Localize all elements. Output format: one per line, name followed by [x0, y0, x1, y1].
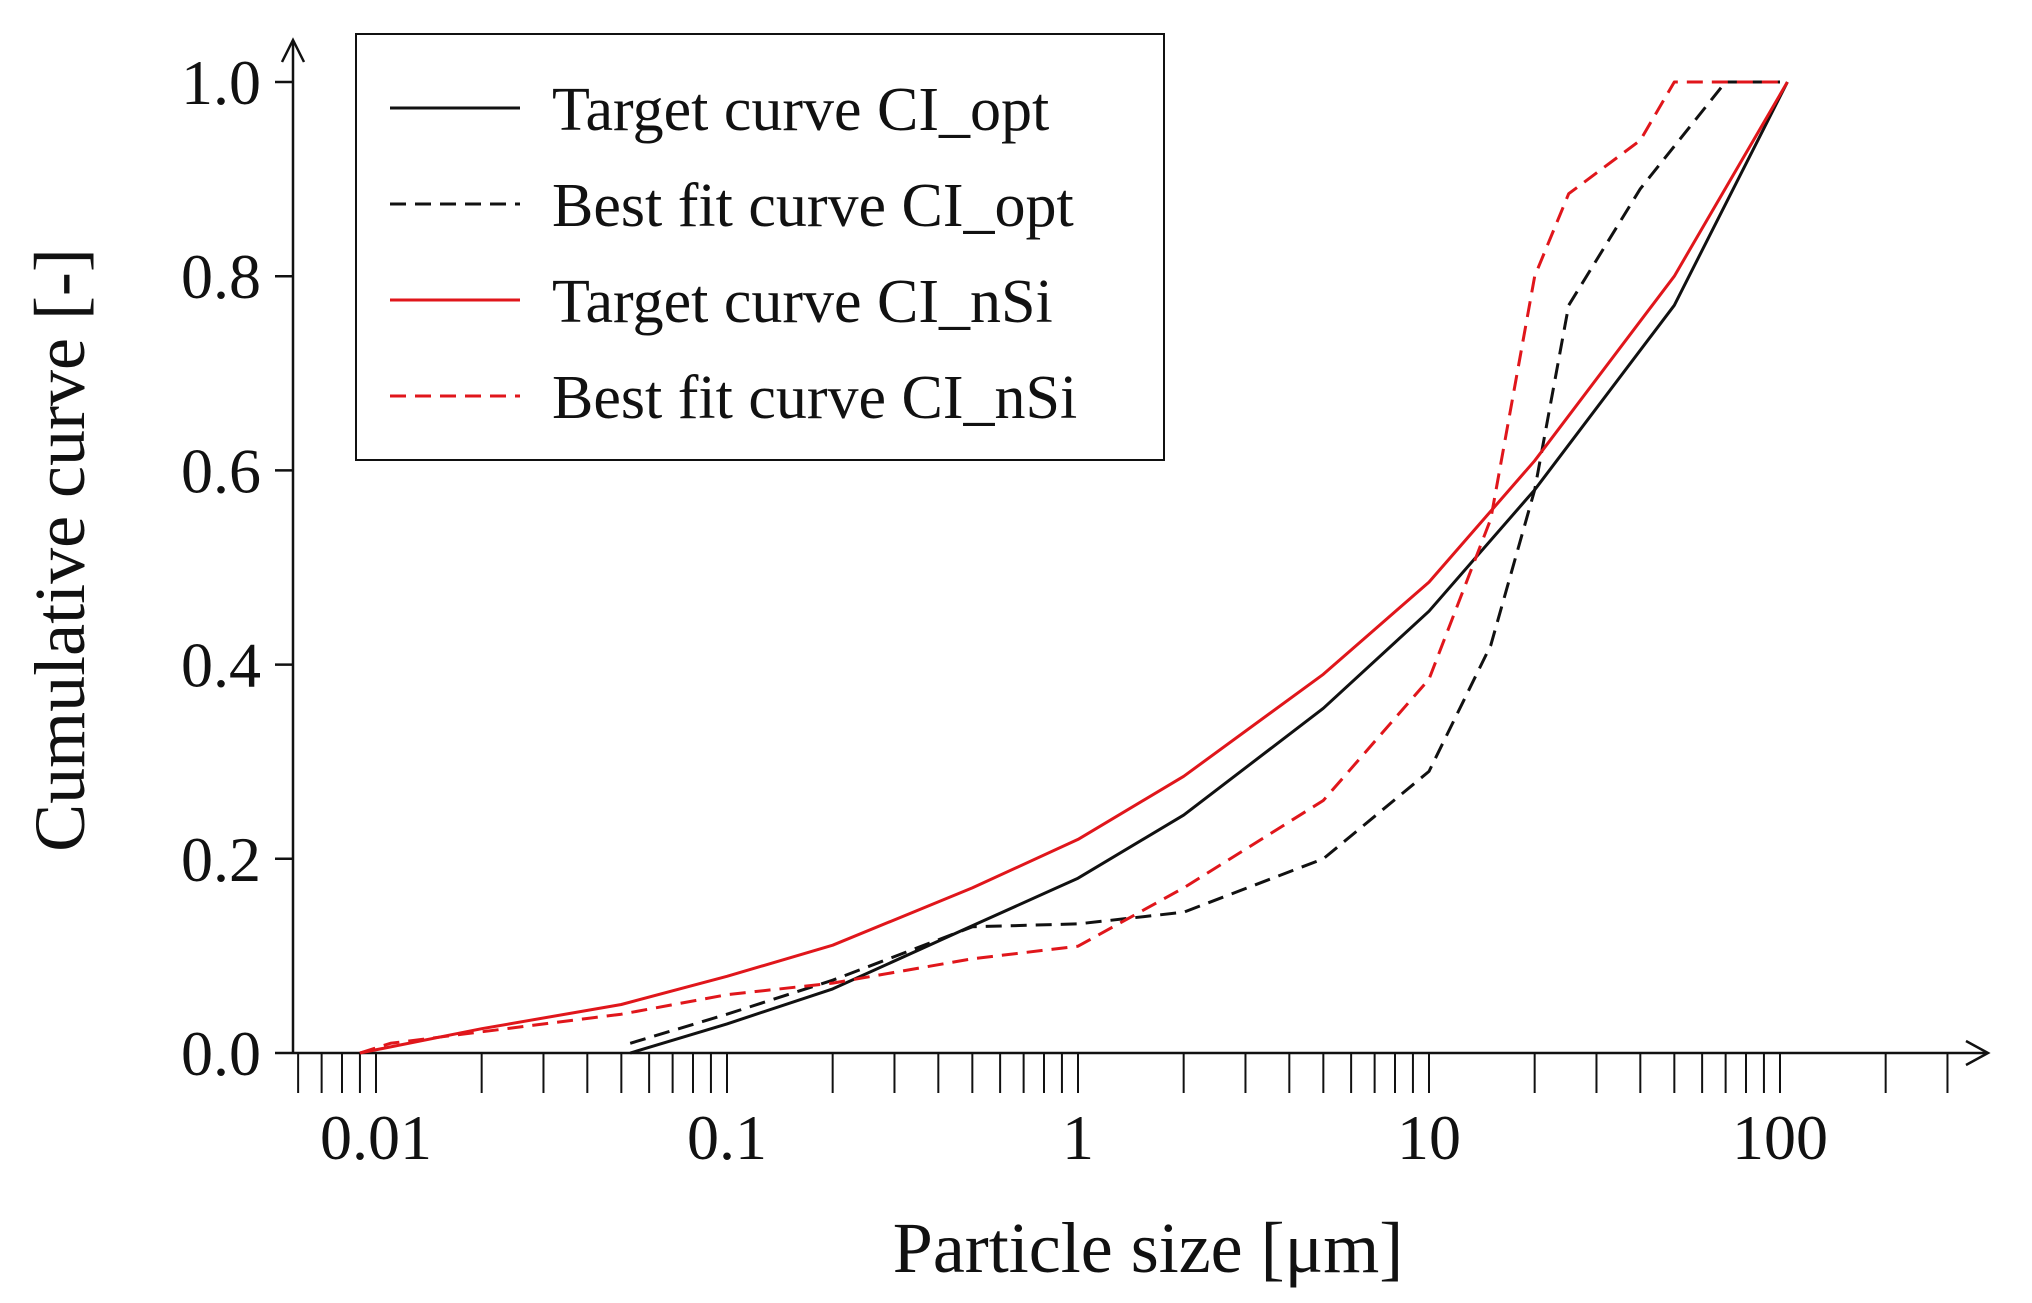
x-tick-label: 0.01: [320, 1102, 432, 1173]
legend-box: [355, 33, 1165, 461]
legend-label-4: Best fit curve CI_nSi: [552, 364, 1077, 432]
y-axis-label: Cumulative curve [-]: [20, 248, 100, 852]
y-axis-arrow: [280, 37, 306, 63]
y-tick-label: 1.0: [181, 47, 261, 118]
axes: 0.0 0.2 0.4 0.6 0.8 1.0 0.01 0.1 1 10 100: [181, 37, 1991, 1173]
y-tick-label: 0.0: [181, 1018, 261, 1089]
legend-label-3: Target curve CI_nSi: [552, 268, 1053, 336]
x-tick-label: 100: [1732, 1102, 1828, 1173]
series-layer: [359, 80, 1789, 1055]
legend: Target curve CI_opt Best fit curve CI_opt…: [355, 33, 1165, 461]
y-tick-label: 0.8: [181, 241, 261, 312]
x-tick-label: 1: [1062, 1102, 1094, 1173]
series-line-3: [359, 81, 1789, 1055]
y-tick-label: 0.2: [181, 824, 261, 895]
y-tick-label: 0.4: [181, 630, 261, 701]
x-axis-label: Particle size [μm]: [893, 1208, 1403, 1288]
series-line-1: [629, 81, 1789, 1055]
series-line-4: [359, 80, 1780, 1055]
series-line-2: [629, 80, 1780, 1045]
x-axis-arrow: [1965, 1039, 1991, 1067]
legend-label-1: Target curve CI_opt: [552, 76, 1049, 144]
x-tick-label: 0.1: [687, 1102, 767, 1173]
legend-label-2: Best fit curve CI_opt: [552, 172, 1074, 240]
x-tick-label: 10: [1397, 1102, 1461, 1173]
y-tick-label: 0.6: [181, 435, 261, 506]
